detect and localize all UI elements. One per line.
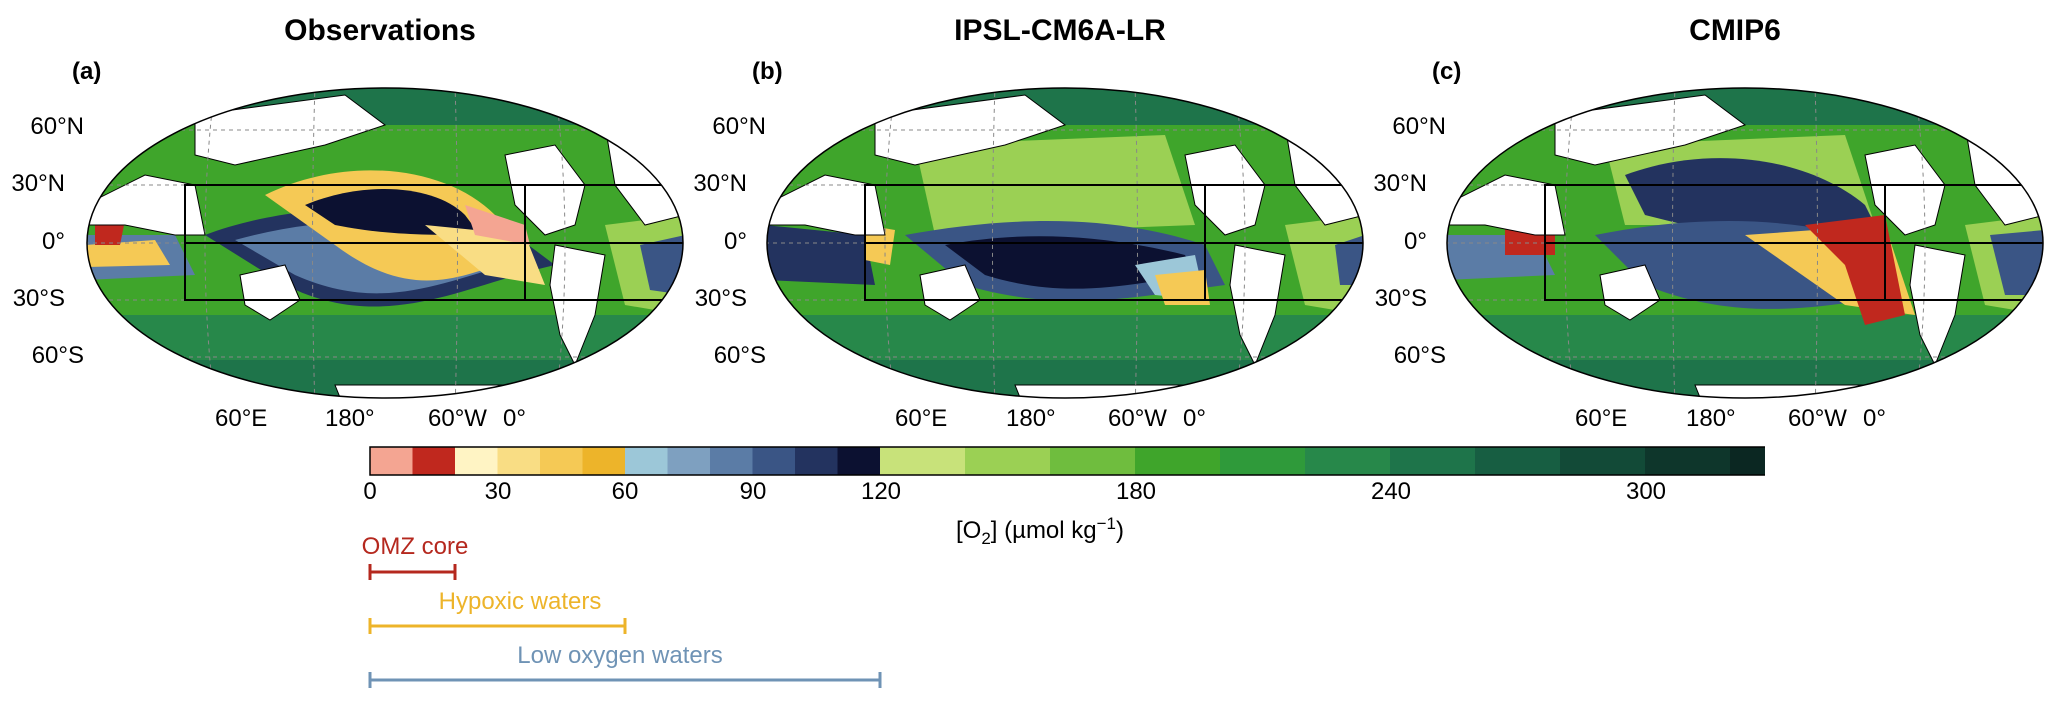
cbar-tick-90: 90 (739, 478, 767, 505)
lon-label-60w-c: 60°W (1788, 405, 1847, 432)
colorbar-segment (795, 447, 838, 475)
range-label-omz-core: OMZ core (361, 533, 469, 560)
colorbar-segment (1220, 447, 1306, 475)
lat-label-60n-a: 60°N (30, 113, 84, 140)
colorbar-segment (837, 447, 881, 475)
lat-label-30s-c: 30°S (1374, 285, 1427, 312)
colorbar-segment (965, 447, 1051, 475)
colorbar (369, 446, 1765, 476)
lat-label-30s-b: 30°S (694, 285, 747, 312)
lon-label-60e-b: 60°E (895, 405, 948, 432)
lat-label-30n-a: 30°N (11, 170, 65, 197)
lat-label-60s-a: 60°S (31, 342, 84, 369)
colorbar-label-prefix: [O (955, 517, 982, 544)
map-cmip6 (1446, 87, 2044, 399)
panel-letter-a: (a) (72, 58, 102, 85)
panel-title-c: CMIP6 (1689, 14, 1781, 47)
panel-title-b: IPSL-CM6A-LR (954, 14, 1166, 47)
lon-label-60e-a: 60°E (215, 405, 268, 432)
colorbar-segment (540, 447, 583, 475)
colorbar-label: [O2] (µmol kg−1) (840, 514, 1240, 549)
colorbar-segment (1390, 447, 1476, 475)
colorbar-segment (880, 447, 966, 475)
colorbar-segment (752, 447, 796, 475)
colorbar-label-sub: 2 (981, 528, 991, 548)
cbar-tick-180: 180 (1115, 478, 1157, 505)
lon-label-180-c: 180° (1686, 405, 1736, 432)
lat-label-60n-b: 60°N (712, 113, 766, 140)
lat-label-0-a: 0° (42, 228, 65, 255)
lat-label-60s-b: 60°S (713, 342, 766, 369)
colorbar-segment (370, 447, 413, 475)
range-bracket (368, 564, 457, 580)
map-observations (86, 87, 684, 399)
colorbar-segment (1050, 447, 1136, 475)
lon-label-60w-b: 60°W (1108, 405, 1167, 432)
lon-label-0-a: 0° (503, 405, 526, 432)
lon-label-180-b: 180° (1006, 405, 1056, 432)
colorbar-segment (1560, 447, 1646, 475)
range-brackets (368, 564, 882, 688)
lat-label-60s-c: 60°S (1393, 342, 1446, 369)
colorbar-segment (1135, 447, 1221, 475)
range-bracket (368, 672, 882, 688)
range-bracket (368, 618, 627, 634)
cbar-tick-0: 0 (363, 478, 377, 505)
colorbar-segment (582, 447, 626, 475)
cbar-tick-30: 30 (484, 478, 512, 505)
panel-letter-b: (b) (752, 58, 783, 85)
map-ipsl (766, 87, 1364, 399)
colorbar-segment (625, 447, 668, 475)
colorbar-label-suffix: ] (µmol kg (990, 517, 1097, 544)
cbar-tick-240: 240 (1370, 478, 1412, 505)
lon-label-0-b: 0° (1183, 405, 1206, 432)
lat-label-0-b: 0° (724, 228, 747, 255)
colorbar-segment (497, 447, 541, 475)
lat-label-60n-c: 60°N (1392, 113, 1446, 140)
colorbar-segment (667, 447, 711, 475)
lon-label-60w-a: 60°W (428, 405, 487, 432)
lat-label-30s-a: 30°S (12, 285, 65, 312)
colorbar-segment (1730, 447, 1765, 475)
colorbar-label-sup: −1 (1096, 514, 1117, 533)
lat-label-30n-c: 30°N (1373, 170, 1427, 197)
colorbar-segment (1475, 447, 1561, 475)
colorbar-segment (455, 447, 498, 475)
lon-label-60e-c: 60°E (1575, 405, 1628, 432)
panel-letter-c: (c) (1432, 58, 1462, 85)
cbar-tick-300: 300 (1625, 478, 1667, 505)
lat-label-0-c: 0° (1404, 228, 1427, 255)
colorbar-segment (1305, 447, 1391, 475)
panel-title-a: Observations (284, 14, 476, 47)
lon-label-0-c: 0° (1863, 405, 1886, 432)
range-label-hypoxic: Hypoxic waters (438, 588, 602, 615)
lat-label-30n-b: 30°N (693, 170, 747, 197)
cbar-tick-120: 120 (860, 478, 902, 505)
colorbar-segment (710, 447, 753, 475)
cbar-tick-60: 60 (611, 478, 639, 505)
lon-label-180-a: 180° (325, 405, 375, 432)
colorbar-segment (1645, 447, 1731, 475)
colorbar-segment (412, 447, 456, 475)
colorbar-label-end: ) (1116, 517, 1125, 544)
colorbar-outline (369, 446, 1765, 476)
range-label-low-oxygen: Low oxygen waters (517, 642, 723, 669)
